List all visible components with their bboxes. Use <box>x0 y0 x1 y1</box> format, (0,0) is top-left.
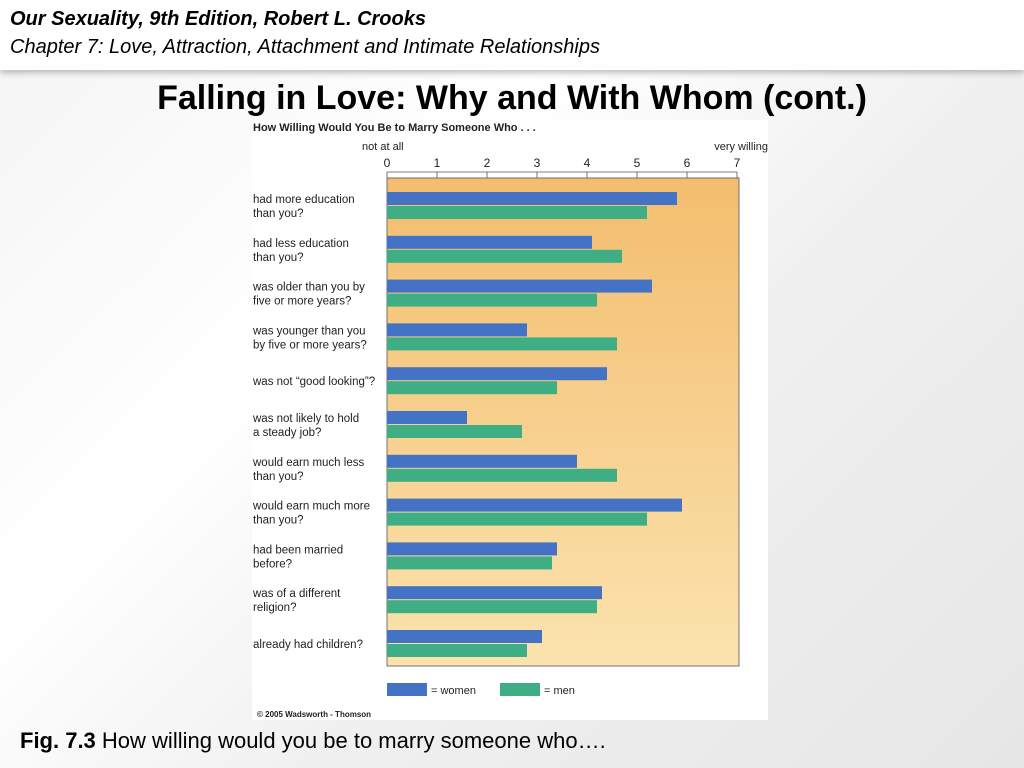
bar-women <box>387 367 607 381</box>
tick-label: 3 <box>534 156 541 170</box>
figure-panel: How Willing Would You Be to Marry Someon… <box>252 120 768 720</box>
category-label: than you? <box>253 515 304 527</box>
bar-women <box>387 279 652 293</box>
bar-men <box>387 206 647 219</box>
marriage-willingness-chart: How Willing Would You Be to Marry Someon… <box>252 122 768 719</box>
legend-swatch-men <box>500 683 540 696</box>
bar-men <box>387 337 617 351</box>
category-label: by five or more years? <box>253 339 367 351</box>
caption-text: How willing would you be to marry someon… <box>101 728 606 753</box>
x-axis-ticks: 0 1 2 3 4 5 6 7 <box>384 156 741 178</box>
scale-low-label: not at all <box>362 141 404 153</box>
category-label: was older than you by <box>252 282 365 294</box>
chart-title: How Willing Would You Be to Marry Someon… <box>253 122 536 134</box>
caption-lead: Fig. 7.3 <box>20 728 96 753</box>
category-label: would earn much more <box>252 501 370 513</box>
bar-women <box>387 454 577 468</box>
bar-men <box>387 425 522 438</box>
copyright-note: © 2005 Wadsworth - Thomson <box>257 710 371 719</box>
tick-label: 2 <box>484 156 491 170</box>
book-title: Our Sexuality, 9th Edition, Robert L. Cr… <box>10 8 426 30</box>
bar-women <box>387 498 682 512</box>
category-label: had been married <box>253 544 343 556</box>
bar-women <box>387 323 527 337</box>
bar-men <box>387 644 527 657</box>
category-label: was not “good looking”? <box>252 376 375 388</box>
category-label: five or more years? <box>253 296 351 308</box>
legend-swatch-women <box>387 683 427 696</box>
bar-women <box>387 630 542 643</box>
bar-men <box>387 468 617 482</box>
bar-men <box>387 249 622 263</box>
figure-caption: Fig. 7.3 How willing would you be to mar… <box>20 728 606 754</box>
tick-label: 7 <box>734 156 741 170</box>
category-labels: had more education than you? had less educ… <box>252 194 375 651</box>
category-label: religion? <box>253 602 296 614</box>
category-label: already had children? <box>253 639 363 651</box>
bar-women <box>387 411 467 424</box>
category-label: was not likely to hold <box>252 413 359 425</box>
bar-men <box>387 293 597 307</box>
bar-men <box>387 600 597 614</box>
category-label: a steady job? <box>253 427 321 439</box>
tick-label: 6 <box>684 156 691 170</box>
category-label: was younger than you <box>252 325 366 337</box>
slide-title: Falling in Love: Why and With Whom (cont… <box>157 79 867 117</box>
category-label: had more education <box>253 194 355 206</box>
category-label: than you? <box>253 252 304 264</box>
category-label: would earn much less <box>252 457 364 469</box>
bar-women <box>387 542 557 556</box>
bar-men <box>387 556 552 570</box>
tick-label: 0 <box>384 156 391 170</box>
bar-men <box>387 381 557 395</box>
category-label: before? <box>253 558 292 570</box>
bar-group <box>387 192 682 657</box>
category-label: than you? <box>253 471 304 483</box>
category-label: had less education <box>253 238 349 250</box>
bar-women <box>387 192 677 205</box>
legend-label-women: = women <box>431 685 476 697</box>
category-label: than you? <box>253 208 304 220</box>
header-band: Our Sexuality, 9th Edition, Robert L. Cr… <box>0 0 1024 70</box>
bar-women <box>387 235 592 249</box>
category-label: was of a different <box>252 588 341 600</box>
chapter-title: Chapter 7: Love, Attraction, Attachment … <box>10 36 600 58</box>
scale-high-label: very willing <box>714 141 768 153</box>
tick-label: 4 <box>584 156 591 170</box>
tick-label: 1 <box>434 156 441 170</box>
bar-women <box>387 586 602 600</box>
bar-men <box>387 512 647 526</box>
tick-label: 5 <box>634 156 641 170</box>
legend-label-men: = men <box>544 685 575 697</box>
